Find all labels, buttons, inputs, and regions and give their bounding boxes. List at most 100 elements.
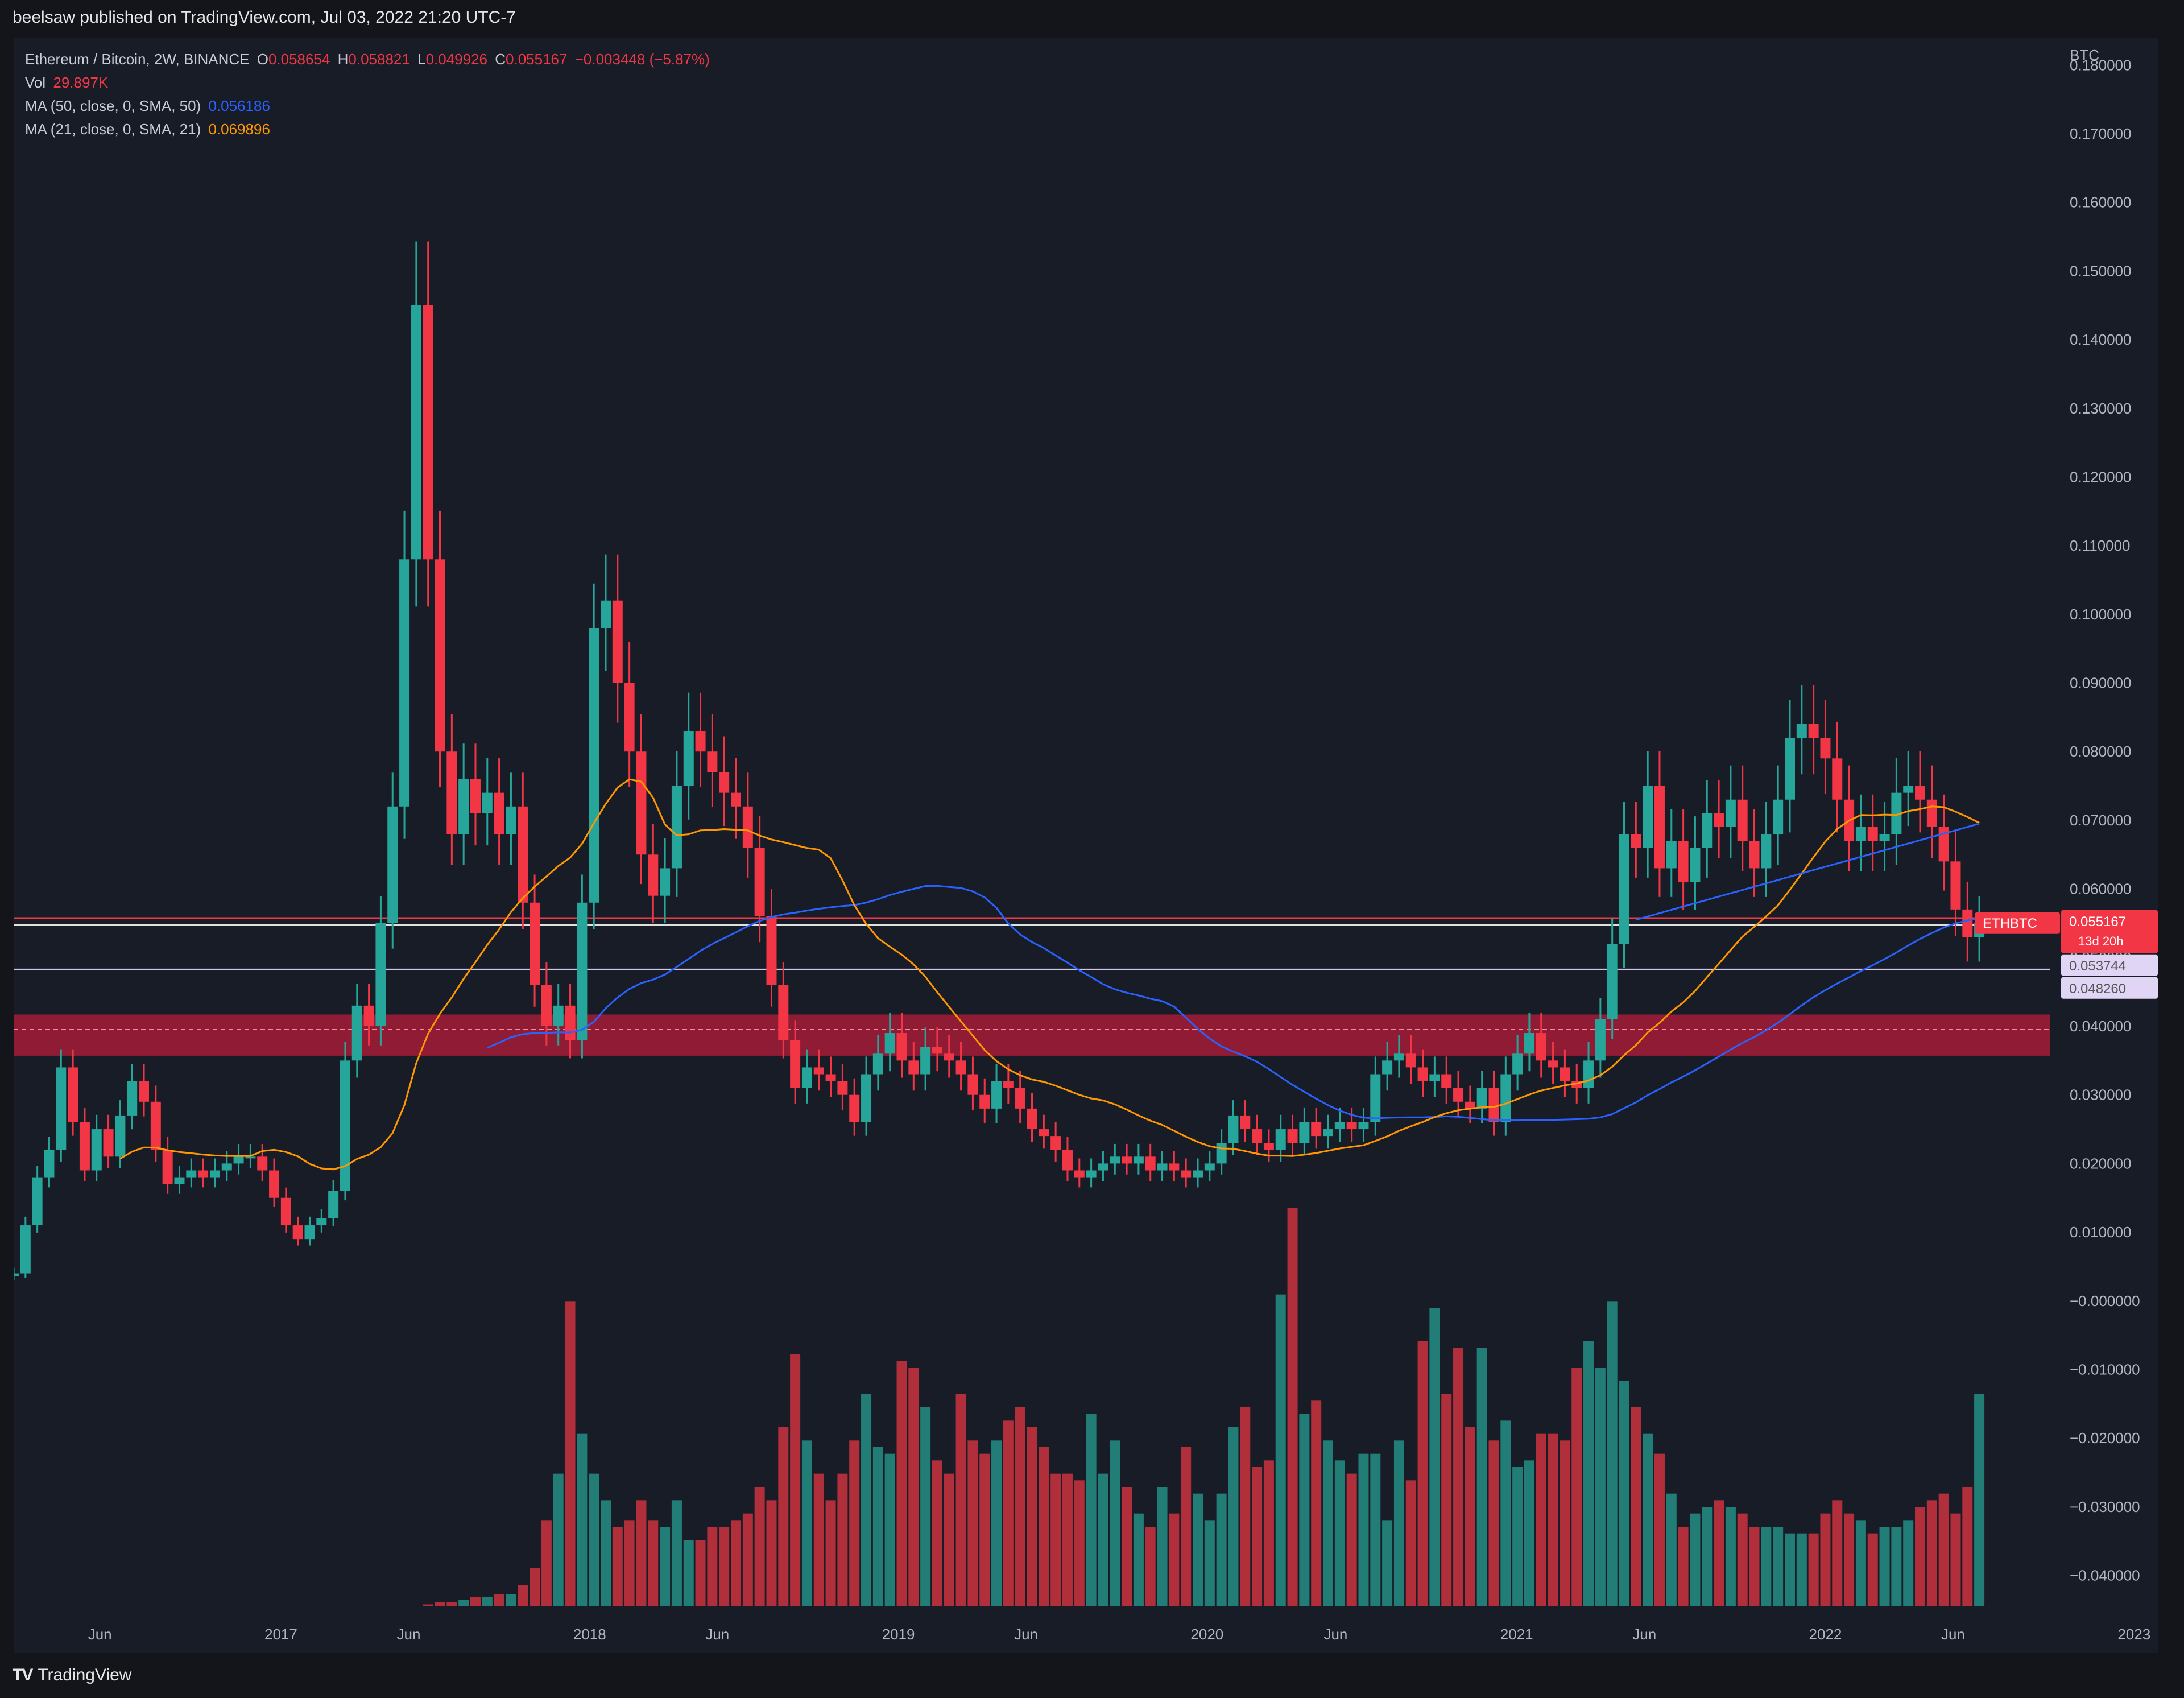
last-price-tag-bg <box>2061 910 2158 953</box>
volume-bar <box>1666 1493 1677 1606</box>
volume-bar <box>1098 1473 1108 1606</box>
level-tag-bg <box>2061 954 2158 976</box>
candle-body <box>1228 1115 1239 1143</box>
candle-body <box>1133 1156 1144 1164</box>
candle-body <box>1725 799 1736 827</box>
candle-body <box>1453 1088 1464 1102</box>
y-tick-label: 0.130000 <box>2070 400 2131 417</box>
candle-body <box>1192 1170 1203 1178</box>
y-tick-label: 0.180000 <box>2070 56 2131 73</box>
candle-body <box>1796 724 1807 738</box>
volume-bar <box>991 1440 1002 1606</box>
candle-body <box>991 1081 1002 1109</box>
candle-body <box>956 1060 966 1075</box>
volume-bar <box>1382 1520 1393 1606</box>
candle-body <box>316 1218 327 1226</box>
candle-body <box>139 1081 150 1102</box>
candle-body <box>1595 1019 1606 1061</box>
y-tick-label: 0.120000 <box>2070 468 2131 485</box>
volume-bar <box>1263 1460 1274 1606</box>
legend-ma50-row: MA (50, close, 0, SMA, 50) 0.056186 <box>25 94 710 118</box>
x-tick-label: 2020 <box>1190 1626 1223 1643</box>
candle-body <box>1654 786 1665 869</box>
volume-bar <box>577 1433 588 1606</box>
volume-bar <box>541 1520 552 1606</box>
tradingview-footer[interactable]: TV TradingView <box>13 1666 131 1685</box>
candle-body <box>932 1047 942 1054</box>
volume-bar <box>742 1513 753 1606</box>
candle-body <box>292 1225 303 1240</box>
price-chart[interactable]: 0.180000 0.170000 0.160000 0.150000 0.140000… <box>14 38 2158 1653</box>
candle-body <box>1855 827 1866 841</box>
candle-body <box>1915 786 1926 800</box>
legend-ma21-row: MA (21, close, 0, SMA, 21) 0.069896 <box>25 118 710 141</box>
candle-body <box>731 792 742 807</box>
candle-body <box>530 902 540 985</box>
volume-bar <box>446 1602 457 1606</box>
volume-bar <box>1240 1407 1251 1606</box>
x-tick-label: 2023 <box>2117 1626 2150 1643</box>
candle-body <box>1512 1053 1523 1075</box>
candle-body <box>1500 1074 1511 1122</box>
volume-bar <box>1796 1533 1807 1606</box>
price-axis-bg <box>2050 38 2158 1617</box>
candles-layer <box>14 241 1985 1280</box>
candle-body <box>1263 1143 1274 1150</box>
volume-bar <box>1808 1533 1819 1606</box>
ma21-value: 0.069896 <box>208 121 270 138</box>
candle-body <box>636 751 647 855</box>
candle-body <box>1690 848 1701 882</box>
x-tick-label: 2018 <box>573 1626 606 1643</box>
candle-body <box>186 1170 197 1178</box>
candle-body <box>1098 1163 1108 1171</box>
candle-body <box>1405 1053 1416 1068</box>
candle-body <box>1784 738 1795 800</box>
candle-body <box>1607 944 1618 1019</box>
candle-body <box>754 848 765 916</box>
candle-body <box>1252 1129 1263 1143</box>
low-label: L <box>417 51 426 68</box>
candle-body <box>849 1094 860 1122</box>
candle-body <box>91 1129 102 1171</box>
candle-body <box>1240 1115 1251 1130</box>
candle-body <box>1050 1136 1061 1150</box>
volume-bar <box>695 1540 706 1606</box>
candle-body <box>1429 1074 1440 1081</box>
chart-area[interactable]: 0.180000 0.170000 0.160000 0.150000 0.140000… <box>14 38 2158 1653</box>
candle-body <box>1145 1156 1156 1171</box>
candle-body <box>967 1074 978 1095</box>
volume-bar <box>1429 1308 1440 1606</box>
candle-body <box>920 1047 931 1075</box>
x-tick-label: 2017 <box>264 1626 297 1643</box>
change-value: −0.003448 (−5.87%) <box>574 51 710 68</box>
volume-bar <box>1074 1480 1085 1606</box>
y-tick-label: 0.160000 <box>2070 194 2131 211</box>
x-tick-label: Jun <box>1323 1626 1347 1643</box>
candle-body <box>387 806 398 923</box>
volume-bar <box>1571 1368 1582 1606</box>
candle-body <box>1761 834 1772 869</box>
volume-bar <box>624 1520 635 1606</box>
volume-bar <box>1287 1208 1298 1606</box>
volume-bar <box>1725 1507 1736 1606</box>
volume-bar <box>1607 1301 1618 1606</box>
volume-bar <box>1476 1348 1487 1606</box>
y-tick-label: 0.020000 <box>2070 1155 2131 1172</box>
candle-body <box>1441 1074 1452 1088</box>
candle-body <box>1074 1170 1085 1178</box>
volume-bar <box>1405 1480 1416 1606</box>
volume-bar <box>1299 1414 1310 1606</box>
symbol-label: Ethereum / Bitcoin, 2W, BINANCE <box>25 51 250 68</box>
candle-body <box>375 923 386 1027</box>
volume-bar <box>1512 1467 1523 1606</box>
candle-body <box>14 1273 19 1276</box>
y-tick-label: −0.000000 <box>2070 1292 2140 1309</box>
candle-body <box>1417 1067 1428 1081</box>
candle-body <box>68 1067 78 1122</box>
horizontal-lines-layer <box>14 917 2050 970</box>
volume-bar <box>683 1540 694 1606</box>
volume-bar <box>1595 1368 1606 1606</box>
candle-body <box>1299 1122 1310 1143</box>
candle-body <box>884 1033 895 1054</box>
